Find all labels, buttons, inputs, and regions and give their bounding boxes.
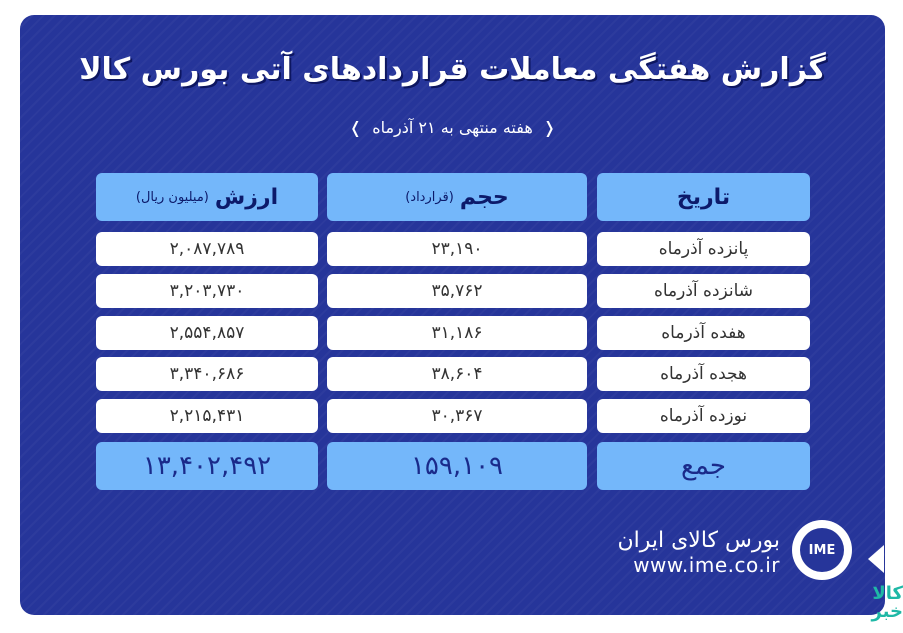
brand-url: www.ime.co.ir [633,553,780,577]
header-value: ارزش (میلیون ریال) [96,173,318,221]
table-cell-value: ۲,۲۱۵,۴۳۱ [96,399,318,433]
watermark-logo: کالا خبر [871,583,903,622]
total-value: ۱۳,۴۰۲,۴۹۲ [96,442,318,490]
bracket-left-icon: ❬ [542,118,557,137]
table-cell-volume: ۳۰,۳۶۷ [327,399,587,433]
brand-name: بورس کالای ایران [617,528,780,553]
table-cell-value: ۲,۰۸۷,۷۸۹ [96,232,318,266]
report-card [20,15,885,615]
table-cell-value: ۳,۳۴۰,۶۸۶ [96,357,318,391]
total-volume: ۱۵۹,۱۰۹ [327,442,587,490]
report-subtitle: ❬هفته منتهی به ۲۱ آذرماه❭ [348,118,557,137]
brand: بورس کالای ایران www.ime.co.ir [610,528,780,577]
bracket-right-icon: ❭ [348,118,363,137]
header-date: تاریخ [597,173,810,221]
report-title: گزارش هفتگی معاملات قراردادهای آتی بورس … [79,52,826,87]
table-cell-value: ۲,۵۵۴,۸۵۷ [96,316,318,350]
table-cell-date: هفده آذرماه [597,316,810,350]
table-cell-value: ۳,۲۰۳,۷۳۰ [96,274,318,308]
table-cell-volume: ۳۸,۶۰۴ [327,357,587,391]
table-cell-volume: ۳۵,۷۶۲ [327,274,587,308]
ime-logo-icon: IME [792,520,852,580]
header-volume: حجم (قرارداد) [327,173,587,221]
table-cell-date: هجده آذرماه [597,357,810,391]
table-cell-date: نوزده آذرماه [597,399,810,433]
table-cell-volume: ۳۱,۱۸۶ [327,316,587,350]
table-cell-date: شانزده آذرماه [597,274,810,308]
table-cell-volume: ۲۳,۱۹۰ [327,232,587,266]
table-cell-date: پانزده آذرماه [597,232,810,266]
card-notch [868,545,884,573]
total-label: جمع [597,442,810,490]
